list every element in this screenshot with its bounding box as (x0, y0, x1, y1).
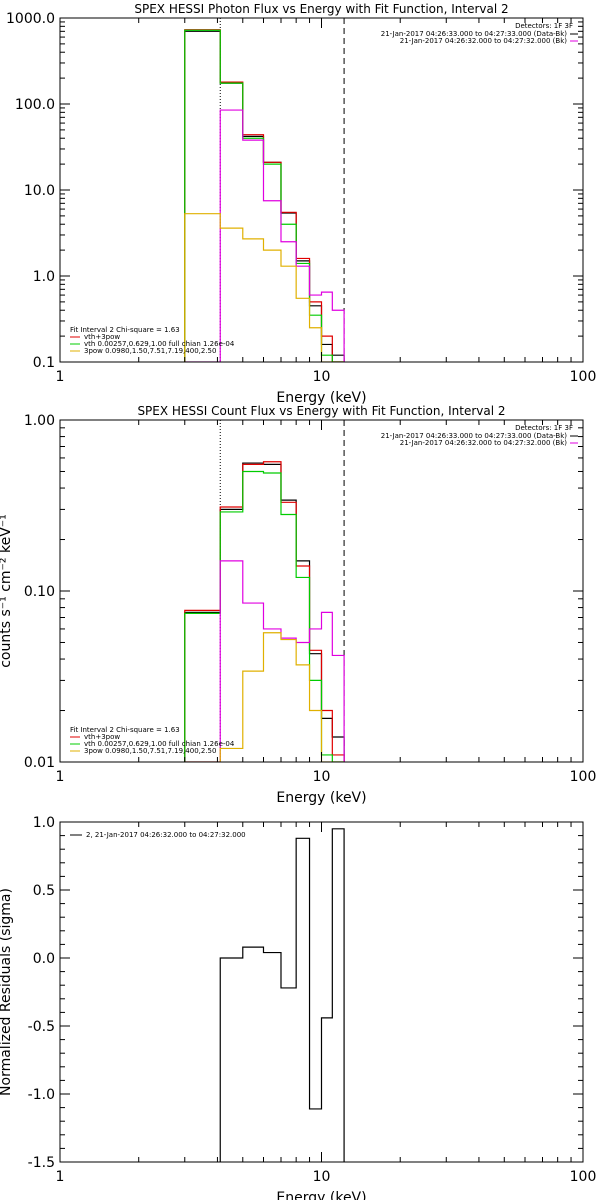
y-axis-label: counts s⁻¹ cm⁻² keV⁻¹ (0, 514, 14, 668)
x-axis-label: Energy (keV) (276, 790, 366, 806)
series-5-histogram (184, 213, 345, 362)
x-tick-label: 10 (313, 1169, 331, 1185)
y-tick-label: 10.0 (24, 183, 55, 199)
x-tick-label: 10 (313, 769, 331, 785)
y-tick-label: 0.10 (24, 584, 55, 600)
y-tick-label: 1.00 (24, 413, 55, 429)
y-tick-label: 0.01 (24, 755, 55, 771)
series-4-histogram (184, 560, 345, 762)
plot-frame (59, 821, 584, 1163)
y-tick-label: 1.0 (33, 815, 55, 831)
y-tick-label: 1.0 (33, 269, 55, 285)
legend-right-entry: 21-Jan-2017 04:26:32.000 to 04:27:32.000… (400, 439, 568, 447)
series-1-histogram (184, 462, 345, 762)
x-axis: 1 10 100 (56, 420, 597, 785)
series-3-histogram (184, 29, 345, 362)
panel-3: 1 10 100 Energy (keV) -1.5 -1.0 -0.5 0.0 0.5 1.0 N… (0, 815, 597, 1204)
y-tick-label: 0.1 (33, 355, 55, 371)
legend-left-entry: vth 0.00257,0.629,1.00 full chian 1.26e-… (84, 740, 235, 748)
series-2-histogram (184, 29, 345, 362)
legend-left-entry: vth 0.00257,0.629,1.00 full chian 1.26e-… (84, 340, 235, 348)
y-tick-label: -1.0 (28, 1087, 55, 1103)
y-tick-label: 0.0 (33, 951, 55, 967)
x-tick-label: 100 (570, 369, 597, 385)
panel-2: SPEX HESSI Count Flux vs Energy with Fit… (0, 404, 596, 806)
y-tick-label: -1.5 (28, 1155, 55, 1171)
series-1-histogram (219, 828, 345, 1162)
series-4-histogram (184, 109, 345, 362)
x-axis-label: Energy (keV) (276, 390, 366, 406)
detectors-label: Detectors: 1F 3F (515, 424, 573, 432)
legend-right-entry: 21-Jan-2017 04:26:32.000 to 04:27:32.000… (400, 37, 568, 45)
legend-fit-title: Fit Interval 2 Chi-square = 1.63 (70, 326, 180, 334)
series-5-histogram (184, 632, 345, 762)
x-axis-label: Energy (keV) (276, 1190, 366, 1200)
series-3-histogram (184, 470, 345, 762)
legend-left-entry: 3pow 0.0980,1.50,7.51,7.19,400,2.50 (84, 347, 216, 355)
y-tick-label: -0.5 (28, 1019, 55, 1035)
y-tick-label: 1000.0 (6, 11, 55, 27)
y-axis-label: Normalized Residuals (sigma) (0, 888, 14, 1096)
chart-title: SPEX HESSI Photon Flux vs Energy with Fi… (134, 2, 508, 16)
x-axis: 1 10 100 (56, 822, 597, 1185)
y-axis: 0.1 1.0 10.0 100.0 1000.0 (6, 11, 583, 371)
y-axis: -1.5 -1.0 -0.5 0.0 0.5 1.0 (28, 815, 583, 1171)
x-tick-label: 10 (313, 369, 331, 385)
y-tick-label: 0.5 (33, 883, 55, 899)
detectors-label: Detectors: 1F 3F (515, 22, 573, 30)
legend-right-entry: 21-Jan-2017 04:26:33.000 to 04:27:33.000… (381, 30, 568, 38)
legend-left-entry: 2, 21-Jan-2017 04:26:32.000 to 04:27:32.… (86, 831, 246, 839)
series-1-histogram (184, 30, 345, 362)
y-axis: 0.01 0.10 1.00 (24, 413, 583, 771)
chart-title: SPEX HESSI Count Flux vs Energy with Fit… (137, 404, 505, 418)
plot-area (219, 828, 345, 1162)
x-tick-label: 100 (570, 769, 597, 785)
legend-left-entry: vth+3pow (84, 733, 120, 741)
y-tick-label: 100.0 (15, 97, 55, 113)
legend-left-entry: vth+3pow (84, 333, 120, 341)
panel-1: SPEX HESSI Photon Flux vs Energy with Fi… (6, 2, 596, 406)
x-tick-label: 100 (570, 1169, 597, 1185)
legend-right-entry: 21-Jan-2017 04:26:33.000 to 04:27:33.000… (381, 432, 568, 440)
legend-fit-title: Fit Interval 2 Chi-square = 1.63 (70, 726, 180, 734)
x-tick-label: 1 (56, 769, 65, 785)
plot-area (184, 18, 345, 362)
plot-area (184, 420, 345, 762)
legend-left-entry: 3pow 0.0980,1.50,7.51,7.19,400,2.50 (84, 747, 216, 755)
x-tick-label: 1 (56, 369, 65, 385)
x-tick-label: 1 (56, 1169, 65, 1185)
series-2-histogram (184, 461, 345, 762)
